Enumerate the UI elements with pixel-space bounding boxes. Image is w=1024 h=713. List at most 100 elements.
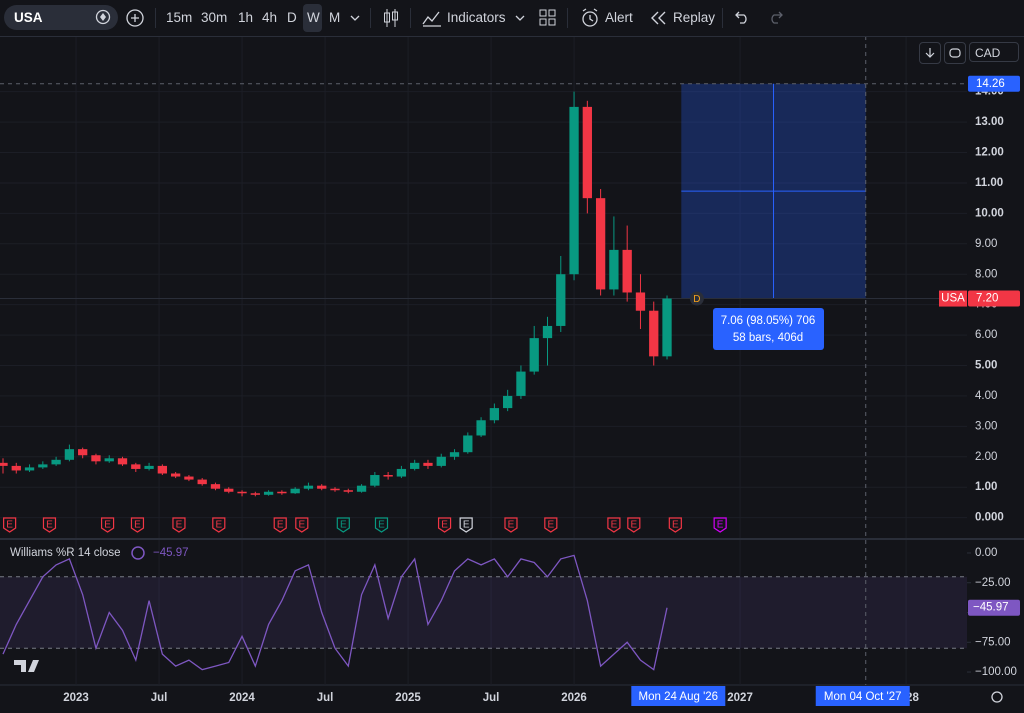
redo[interactable] — [767, 11, 783, 25]
y-tick-label: 12.00 — [975, 147, 1004, 159]
interval[interactable]: W — [307, 10, 320, 25]
x-highlight-label: Mon 24 Aug '26 — [639, 691, 719, 703]
reset-button[interactable] — [944, 42, 966, 64]
interval[interactable]: D — [287, 10, 297, 25]
x-tick-label: 2023 — [63, 692, 89, 704]
interval[interactable]: 1h — [238, 10, 254, 25]
interval-menu[interactable] — [350, 13, 360, 23]
earnings-marker — [172, 517, 186, 533]
candle-body — [463, 435, 473, 453]
indicators[interactable]: Indicators — [447, 10, 506, 25]
symbol-search[interactable]: USA — [4, 5, 118, 30]
candle-body — [423, 462, 433, 466]
interval[interactable]: 30m — [201, 10, 228, 25]
reset-icon — [949, 48, 961, 58]
replay-icon[interactable] — [650, 10, 668, 26]
candle-body — [516, 371, 526, 396]
symbol[interactable]: USA — [14, 10, 43, 25]
undo[interactable] — [735, 11, 751, 25]
earnings-label: E — [277, 520, 284, 531]
alert-icon[interactable] — [580, 8, 600, 28]
candle-body — [131, 464, 141, 469]
separator — [370, 8, 371, 28]
y-tick-label: 0.000 — [975, 512, 1004, 524]
scroll-icon — [925, 48, 935, 58]
earnings-marker — [437, 517, 452, 533]
symbol-icon — [95, 9, 111, 25]
candle-body — [649, 310, 659, 357]
symbol-tag — [939, 290, 967, 307]
indicators-menu[interactable] — [515, 13, 525, 23]
price-tag-label: 7.20 — [976, 293, 998, 305]
x-highlight — [815, 686, 910, 706]
candle-body — [104, 458, 114, 462]
y-tick-label: −25.00 — [975, 577, 1011, 589]
earnings-marker — [295, 517, 309, 533]
indicator-settings[interactable] — [131, 546, 145, 560]
candle-body — [303, 485, 314, 489]
y-tick-label: 8.00 — [975, 268, 997, 280]
y-tick-label: −100.00 — [975, 666, 1017, 678]
earnings-label: E — [134, 520, 141, 531]
x-tick-label: Jul — [317, 692, 334, 704]
earnings-label: E — [215, 520, 222, 531]
earnings-marker — [212, 517, 226, 533]
x-highlight-label: Mon 04 Oct '27 — [824, 691, 902, 703]
candle-body — [529, 338, 539, 372]
x-tick-label: Jul — [483, 692, 500, 704]
candle-body — [343, 490, 353, 492]
earnings-marker — [336, 517, 350, 533]
candle-body — [184, 476, 194, 480]
add-symbol[interactable] — [125, 8, 145, 28]
earnings-label: E — [104, 520, 111, 531]
scroll-button[interactable] — [919, 42, 941, 64]
candle-body — [277, 491, 287, 494]
candle-body — [542, 325, 553, 339]
earnings-label: E — [463, 520, 470, 531]
axis-settings[interactable] — [991, 691, 1003, 703]
candle-body — [356, 485, 367, 492]
interval[interactable]: 15m — [166, 10, 193, 25]
candle-body — [0, 462, 8, 466]
candle-body — [569, 106, 579, 275]
earnings-label: E — [378, 520, 385, 531]
candle-body — [489, 408, 500, 421]
alert[interactable]: Alert — [605, 10, 633, 25]
earnings-marker — [374, 517, 389, 533]
y-tick-label: 6.00 — [975, 329, 997, 341]
x-tick-label: 2025 — [395, 692, 421, 704]
replay[interactable]: Replay — [673, 10, 716, 25]
price-tag — [968, 75, 1020, 92]
chart-type[interactable] — [382, 8, 400, 28]
candle-body — [662, 298, 672, 357]
indicators-icon[interactable] — [422, 9, 442, 27]
x-highlight — [631, 686, 726, 706]
candle-body — [449, 452, 460, 457]
interval[interactable]: M — [329, 10, 341, 25]
earnings-label: E — [717, 520, 724, 531]
candle-body — [609, 249, 619, 290]
indicator-line — [2, 554, 668, 671]
candle-body — [157, 465, 168, 474]
candle-body — [91, 455, 101, 462]
interval[interactable]: 4h — [262, 10, 278, 25]
layouts[interactable] — [539, 9, 557, 27]
earnings-marker — [627, 517, 641, 533]
earnings-label: E — [547, 520, 554, 531]
indicator-title: Williams %R 14 close — [10, 547, 121, 559]
candle-body — [250, 493, 260, 495]
candle-body — [144, 465, 154, 469]
separator — [155, 8, 156, 28]
candle-body — [237, 491, 247, 494]
candle-body — [396, 468, 407, 477]
candle-body — [51, 459, 61, 465]
earnings-marker — [3, 517, 17, 533]
dividend-label: D — [693, 294, 700, 305]
candle-body — [476, 420, 486, 436]
currency[interactable]: CAD — [969, 42, 1019, 62]
y-tick-label: 1.00 — [975, 481, 997, 493]
candle-body — [210, 484, 221, 489]
earnings-marker — [100, 517, 115, 533]
candle-body — [170, 473, 181, 477]
